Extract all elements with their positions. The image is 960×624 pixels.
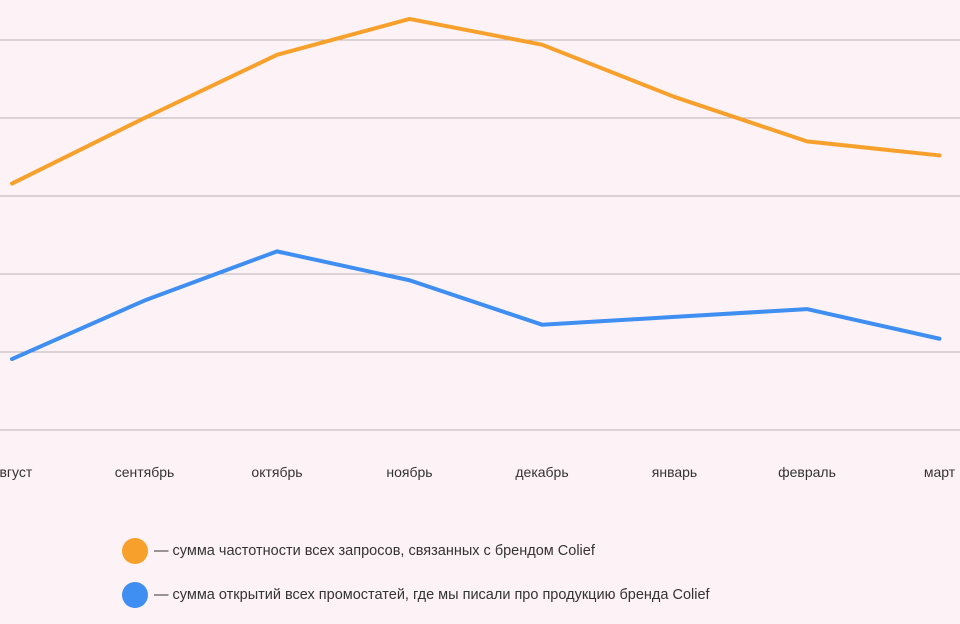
x-tick-label: октябрь — [251, 464, 302, 480]
legend-item-blue: — сумма открытий всех промостатей, где м… — [122, 580, 710, 610]
orange-dot-icon — [122, 538, 148, 564]
legend: — сумма частотности всех запросов, связа… — [122, 536, 710, 624]
series-lines — [10, 16, 942, 362]
x-tick-label: декабрь — [515, 464, 568, 480]
legend-label: — сумма открытий всех промостатей, где м… — [154, 587, 710, 603]
blue-dot-icon — [122, 582, 148, 608]
series-line-0 — [10, 16, 942, 186]
x-tick-label: февраль — [778, 464, 836, 480]
x-tick-label: январь — [652, 464, 697, 480]
x-tick-label: март — [924, 464, 956, 480]
gridlines — [0, 39, 960, 431]
x-axis-tick-labels: август сентябрь октябрь ноябрь декабрь январь… — [0, 464, 956, 480]
x-tick-label: ноябрь — [386, 464, 432, 480]
x-tick-label: август — [0, 464, 33, 480]
legend-item-orange: — сумма частотности всех запросов, связа… — [122, 536, 710, 566]
line-chart: август сентябрь октябрь ноябрь декабрь январь… — [0, 16, 960, 480]
series-line-1 — [10, 249, 942, 362]
legend-label: — сумма частотности всех запросов, связа… — [154, 543, 595, 559]
x-tick-label: сентябрь — [115, 464, 175, 480]
